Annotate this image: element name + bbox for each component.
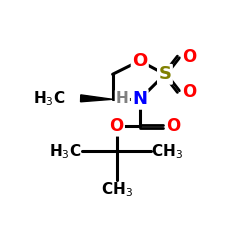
Text: O: O — [182, 82, 196, 100]
Text: CH$_3$: CH$_3$ — [100, 180, 132, 199]
Text: O: O — [182, 48, 196, 66]
Text: O: O — [132, 52, 148, 70]
Polygon shape — [80, 95, 112, 102]
Text: H$_3$C: H$_3$C — [32, 89, 65, 108]
Text: H: H — [116, 91, 129, 106]
Text: CH$_3$: CH$_3$ — [152, 142, 183, 161]
Text: N: N — [132, 90, 147, 108]
Text: S: S — [158, 65, 172, 83]
Text: O: O — [166, 117, 181, 135]
Text: H$_3$C: H$_3$C — [49, 142, 82, 161]
Text: O: O — [110, 117, 124, 135]
